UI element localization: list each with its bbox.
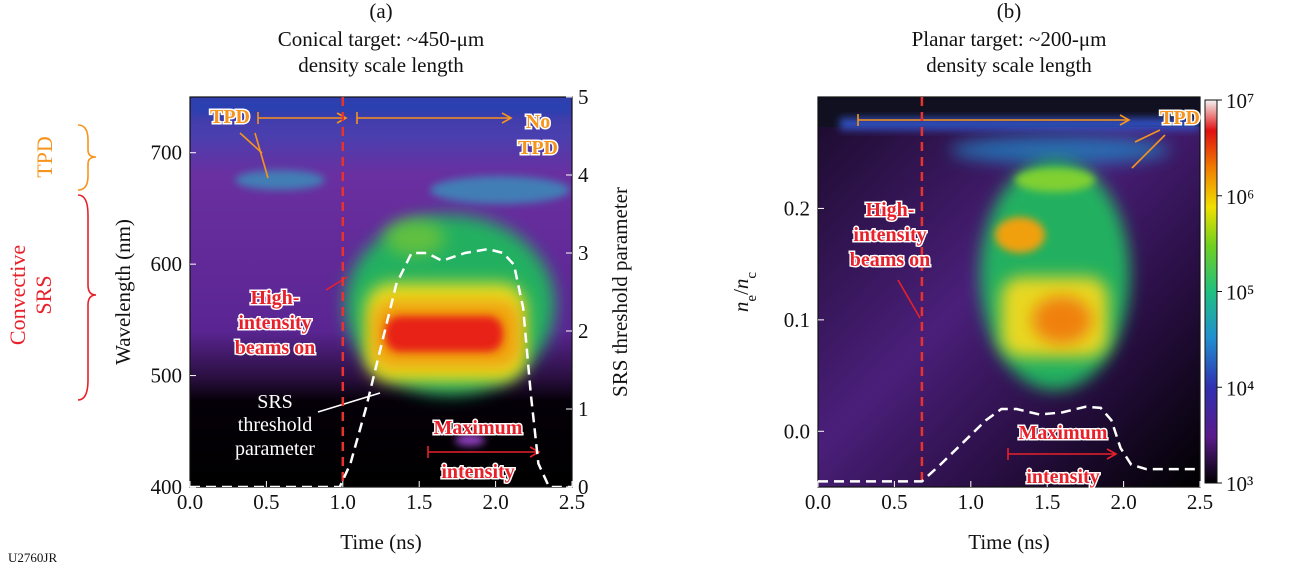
arrows bbox=[77, 112, 1166, 460]
annotation: Maximum bbox=[434, 417, 523, 439]
y-tick-label: 600 bbox=[151, 252, 183, 276]
y-axis-label-part: c bbox=[744, 272, 760, 279]
heatmap-image bbox=[190, 97, 572, 487]
figure-code: U2760JR bbox=[8, 550, 57, 565]
x-tick-label: 1.0 bbox=[958, 490, 984, 514]
x-tick-label: 1.0 bbox=[330, 490, 356, 514]
annotation: intensity bbox=[238, 312, 311, 334]
y-axis-label-part: e bbox=[744, 295, 760, 302]
annotation: TPD bbox=[210, 106, 250, 128]
chart-title: density scale length bbox=[926, 53, 1092, 77]
x-axis-label: Time (ns) bbox=[340, 530, 422, 554]
y-axis-label: Wavelength (nm) bbox=[111, 219, 135, 365]
panel-label: (a) bbox=[369, 0, 392, 23]
y2-tick-label: 4 bbox=[578, 163, 589, 187]
chart-title: density scale length bbox=[298, 53, 464, 77]
panel-label: (b) bbox=[997, 0, 1022, 23]
y2-tick-label: 2 bbox=[578, 319, 589, 343]
plot-frame bbox=[189, 96, 573, 488]
y-tick-label: 0.2 bbox=[784, 196, 810, 220]
x-tick-label: 0.0 bbox=[177, 490, 203, 514]
x-tick-label: 0.5 bbox=[253, 490, 279, 514]
y-axis-label: ne/nc bbox=[729, 272, 760, 313]
annotation: TPD bbox=[1160, 107, 1200, 129]
colorbar-tick-label: 10⁵ bbox=[1226, 281, 1254, 305]
y-tick-label: 700 bbox=[151, 141, 183, 165]
annotation: intensity bbox=[853, 224, 926, 246]
x-tick-label: 0.0 bbox=[805, 490, 831, 514]
colorbar-tick-label: 10⁴ bbox=[1226, 376, 1254, 400]
y2-tick-label: 1 bbox=[578, 397, 589, 421]
plot-overlay bbox=[818, 97, 1200, 487]
annotation: No bbox=[526, 111, 550, 133]
x-tick-label: 2.0 bbox=[482, 490, 508, 514]
annotation: High- bbox=[251, 287, 300, 309]
x-tick-label: 0.5 bbox=[881, 490, 907, 514]
annotation: beams on bbox=[850, 249, 931, 271]
y-tick-label: 400 bbox=[151, 475, 183, 499]
y-tick-label: 0.0 bbox=[784, 419, 810, 443]
chart-title: Conical target: ~450-μm bbox=[278, 27, 485, 51]
colorbar-tick-label: 10³ bbox=[1226, 472, 1253, 496]
x-axis-label: Time (ns) bbox=[968, 530, 1050, 554]
annotation: beams on bbox=[235, 337, 316, 359]
side-label: SRS bbox=[31, 275, 56, 314]
annotation: High- bbox=[866, 199, 915, 221]
x-tick-label: 1.5 bbox=[1034, 490, 1060, 514]
x-tick-label: 2.5 bbox=[1187, 490, 1213, 514]
annotation: SRS bbox=[257, 391, 293, 413]
y2-tick-label: 0 bbox=[578, 475, 589, 499]
threshold-curve bbox=[818, 405, 1200, 483]
annotation: Maximum bbox=[1019, 422, 1108, 444]
y-tick-label: 0.1 bbox=[784, 308, 810, 332]
y2-axis-label: SRS threshold parameter bbox=[608, 187, 632, 397]
y2-tick-label: 3 bbox=[578, 241, 589, 265]
colorbar bbox=[1204, 99, 1218, 484]
side-label: TPD bbox=[32, 136, 57, 178]
y2-tick-label: 5 bbox=[578, 85, 589, 109]
annotation: TPD bbox=[518, 137, 558, 159]
x-tick-label: 1.5 bbox=[406, 490, 432, 514]
heatmap-image bbox=[818, 97, 1200, 487]
chart-title: Planar target: ~200-μm bbox=[912, 27, 1107, 51]
plot-frame bbox=[817, 96, 1201, 488]
annotation: intensity bbox=[1026, 466, 1099, 488]
y-axis-label-part: n bbox=[729, 279, 753, 290]
y-tick-label: 500 bbox=[151, 364, 183, 388]
colorbar-tick-label: 10⁷ bbox=[1226, 89, 1254, 113]
x-tick-label: 2.0 bbox=[1110, 490, 1136, 514]
y-axis-label-part: / bbox=[729, 289, 753, 295]
x-tick-label: 2.5 bbox=[559, 490, 585, 514]
y-axis-label-part: n bbox=[729, 302, 753, 313]
side-label: Convective bbox=[5, 245, 30, 345]
plot-overlay bbox=[190, 97, 572, 487]
annotation: threshold bbox=[238, 414, 312, 436]
colorbar-tick-label: 10⁶ bbox=[1226, 185, 1254, 209]
annotation: intensity bbox=[441, 461, 514, 483]
annotation: parameter bbox=[235, 438, 315, 460]
